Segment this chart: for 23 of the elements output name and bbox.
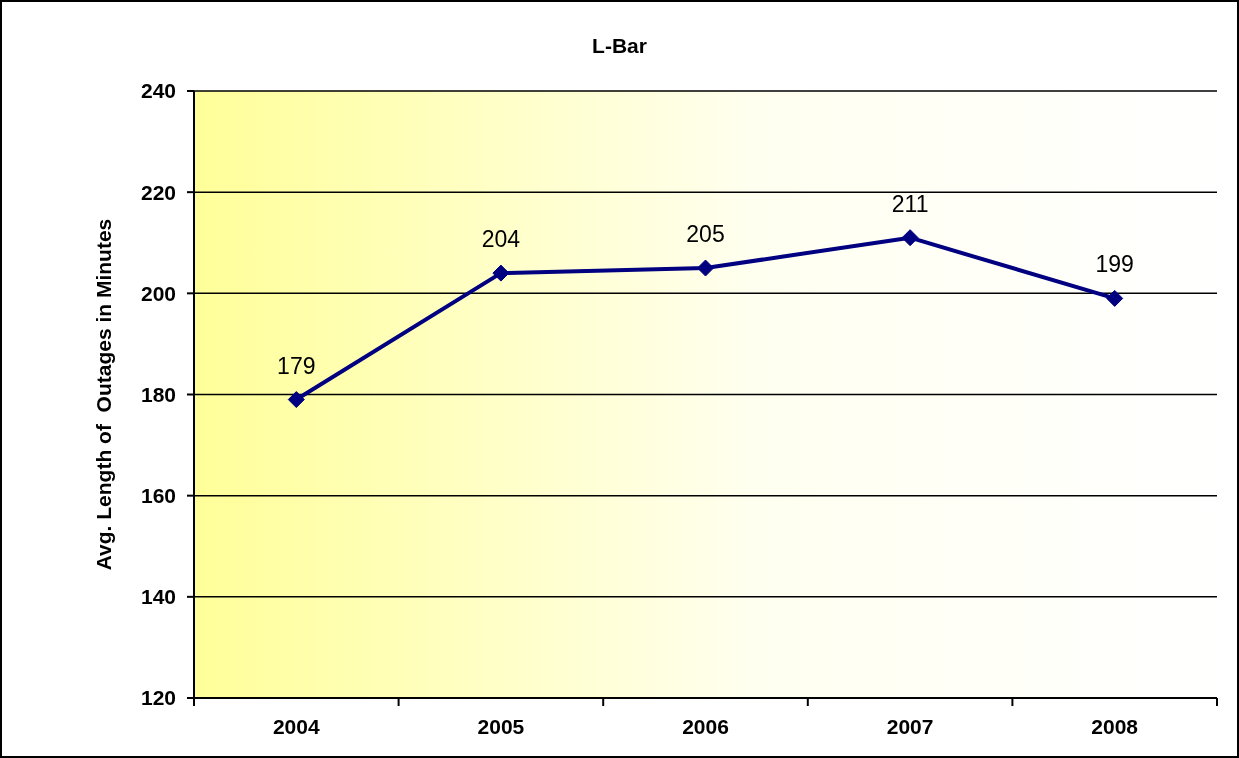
y-tick-label: 220 <box>140 180 176 204</box>
x-tick-label: 2008 <box>1091 714 1139 738</box>
data-label: 179 <box>277 352 316 379</box>
data-label: 211 <box>891 190 929 217</box>
x-tick-label: 2007 <box>886 714 934 738</box>
data-label: 204 <box>481 226 521 253</box>
y-tick-label: 160 <box>140 484 176 508</box>
y-tick-label: 140 <box>140 585 176 609</box>
chart-title: L-Bar <box>591 34 648 58</box>
y-tick-label: 240 <box>140 79 176 103</box>
y-axis-title: Avg. Length of Outages in Minutes <box>91 218 115 571</box>
y-tick-label: 120 <box>140 686 176 710</box>
point <box>1106 289 1124 307</box>
point <box>901 229 919 247</box>
point <box>287 391 305 409</box>
x-tick-label: 2006 <box>682 714 729 738</box>
x-tick-label: 2004 <box>272 714 320 738</box>
data-label: 199 <box>1095 251 1134 278</box>
point <box>697 259 714 277</box>
data-label: 205 <box>686 221 725 248</box>
y-tick-label: 180 <box>140 382 176 406</box>
y-tick-label: 200 <box>140 281 176 305</box>
x-tick-label: 2005 <box>477 714 525 738</box>
